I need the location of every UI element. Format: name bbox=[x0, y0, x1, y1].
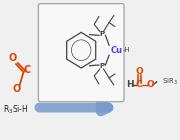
FancyArrowPatch shape bbox=[39, 104, 109, 112]
Text: P: P bbox=[99, 63, 104, 69]
Text: R$_3$Si-H: R$_3$Si-H bbox=[3, 103, 29, 116]
Text: Cu: Cu bbox=[111, 46, 123, 55]
Text: -H: -H bbox=[123, 47, 131, 53]
Text: O: O bbox=[13, 84, 21, 94]
FancyBboxPatch shape bbox=[38, 4, 124, 102]
Text: C: C bbox=[24, 65, 31, 75]
Text: H: H bbox=[126, 80, 133, 89]
Text: O: O bbox=[146, 80, 154, 89]
Text: O: O bbox=[8, 53, 16, 63]
Text: SiR$_3$: SiR$_3$ bbox=[162, 77, 178, 87]
Text: O: O bbox=[135, 67, 143, 76]
Text: P: P bbox=[99, 31, 104, 37]
Text: C: C bbox=[136, 80, 142, 89]
